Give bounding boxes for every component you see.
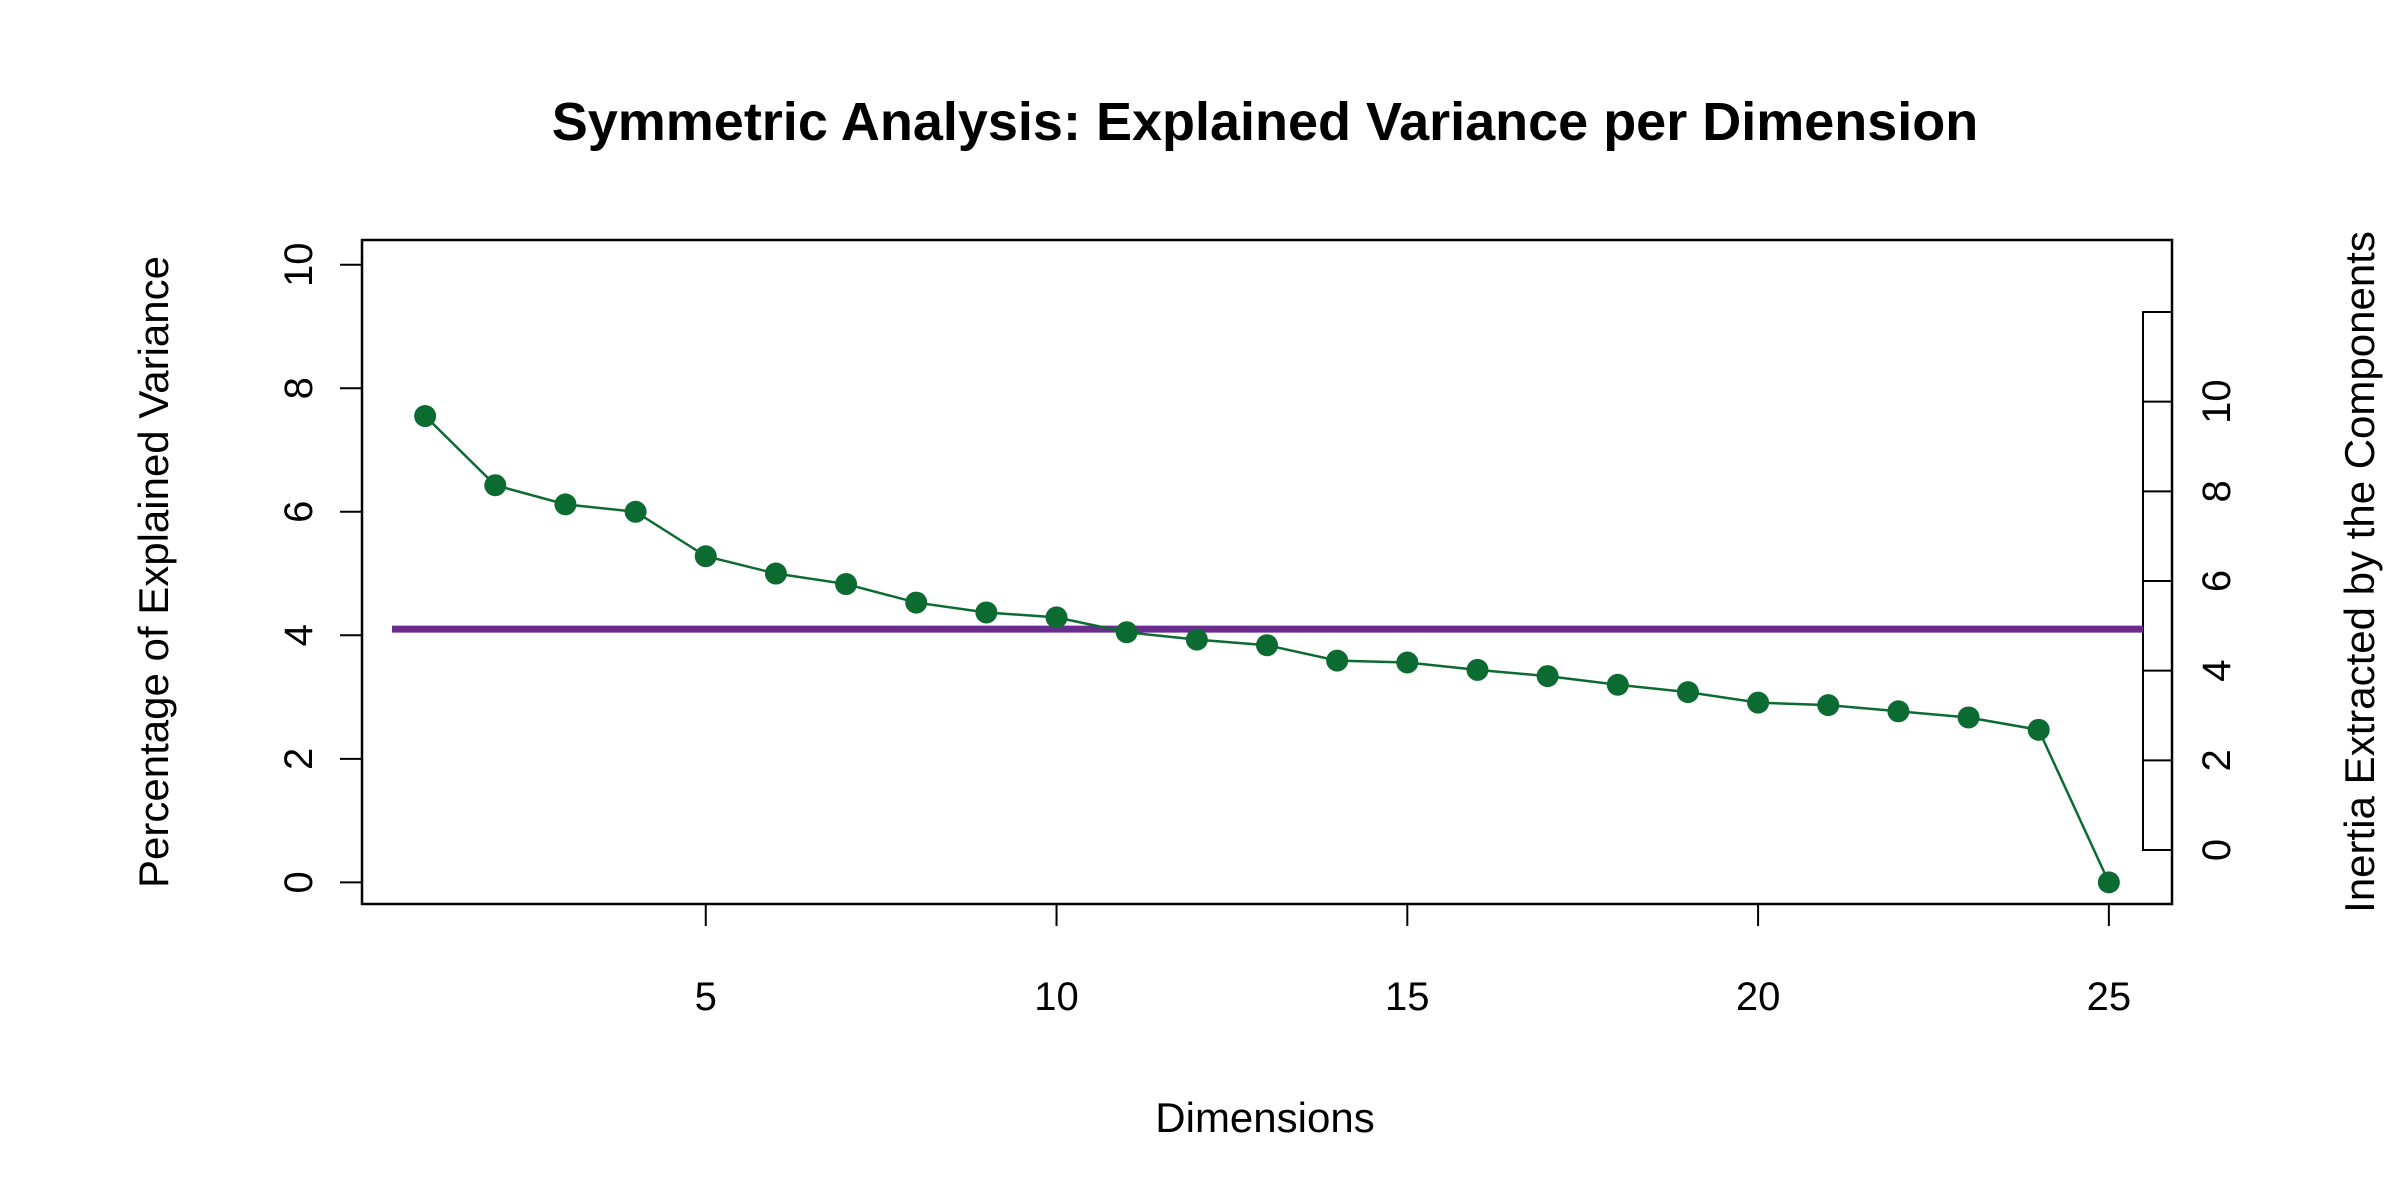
- data-point: [1115, 621, 1138, 644]
- chart-title: Symmetric Analysis: Explained Variance p…: [552, 92, 1979, 152]
- data-point: [1466, 658, 1489, 681]
- data-point: [905, 591, 928, 614]
- data-point: [1536, 665, 1559, 688]
- data-point: [1045, 606, 1068, 629]
- data-point: [1326, 649, 1349, 672]
- data-point: [1817, 694, 1840, 717]
- data-point: [1396, 651, 1419, 674]
- y-tick-label: 2: [277, 748, 321, 770]
- y-tick-label: 6: [277, 501, 321, 523]
- x-tick-label: 15: [1385, 975, 1430, 1019]
- data-point: [975, 601, 998, 624]
- secondary-y-tick-label: 2: [2195, 749, 2239, 771]
- data-point: [1957, 706, 1980, 729]
- secondary-y-tick-label: 6: [2195, 570, 2239, 592]
- secondary-y-tick-label: 4: [2195, 660, 2239, 682]
- x-tick-label: 5: [695, 975, 717, 1019]
- secondary-y-axis-label: Inertia Extracted by the Components: [2336, 231, 2383, 913]
- data-point: [1606, 673, 1629, 696]
- data-point: [1256, 634, 1278, 657]
- data-point: [2027, 718, 2050, 741]
- x-axis: 5 10 15 20 25: [695, 903, 2132, 1019]
- y-axis-label: Percentage of Explained Variance: [130, 256, 177, 888]
- data-point: [414, 405, 437, 428]
- secondary-y-tick-label: 8: [2195, 480, 2239, 502]
- data-point: [764, 562, 787, 585]
- x-tick-label: 25: [2087, 975, 2132, 1019]
- data-point: [2097, 871, 2120, 894]
- data-point: [1676, 681, 1699, 704]
- data-point: [484, 474, 507, 497]
- y-axis: 0 2 4 6 8 10: [277, 242, 363, 894]
- secondary-y-axis: 0 2 4 6 8 10: [2142, 311, 2239, 861]
- y-tick-label: 0: [277, 871, 321, 893]
- data-point: [624, 500, 647, 523]
- x-axis-label: Dimensions: [1155, 1094, 1374, 1141]
- data-point: [1185, 628, 1208, 651]
- data-point: [1747, 691, 1770, 714]
- series-points: [414, 405, 2120, 894]
- y-tick-label: 4: [277, 624, 321, 646]
- secondary-y-tick-label: 0: [2195, 839, 2239, 861]
- data-point: [694, 545, 717, 568]
- data-point: [554, 493, 577, 516]
- y-tick-label: 10: [277, 242, 321, 287]
- data-point: [1887, 700, 1910, 723]
- data-point: [835, 573, 858, 596]
- y-tick-label: 8: [277, 377, 321, 399]
- secondary-y-tick-label: 10: [2195, 379, 2239, 424]
- plot-area-frame: [360, 238, 2174, 906]
- x-tick-label: 20: [1736, 975, 1781, 1019]
- x-tick-label: 10: [1034, 975, 1079, 1019]
